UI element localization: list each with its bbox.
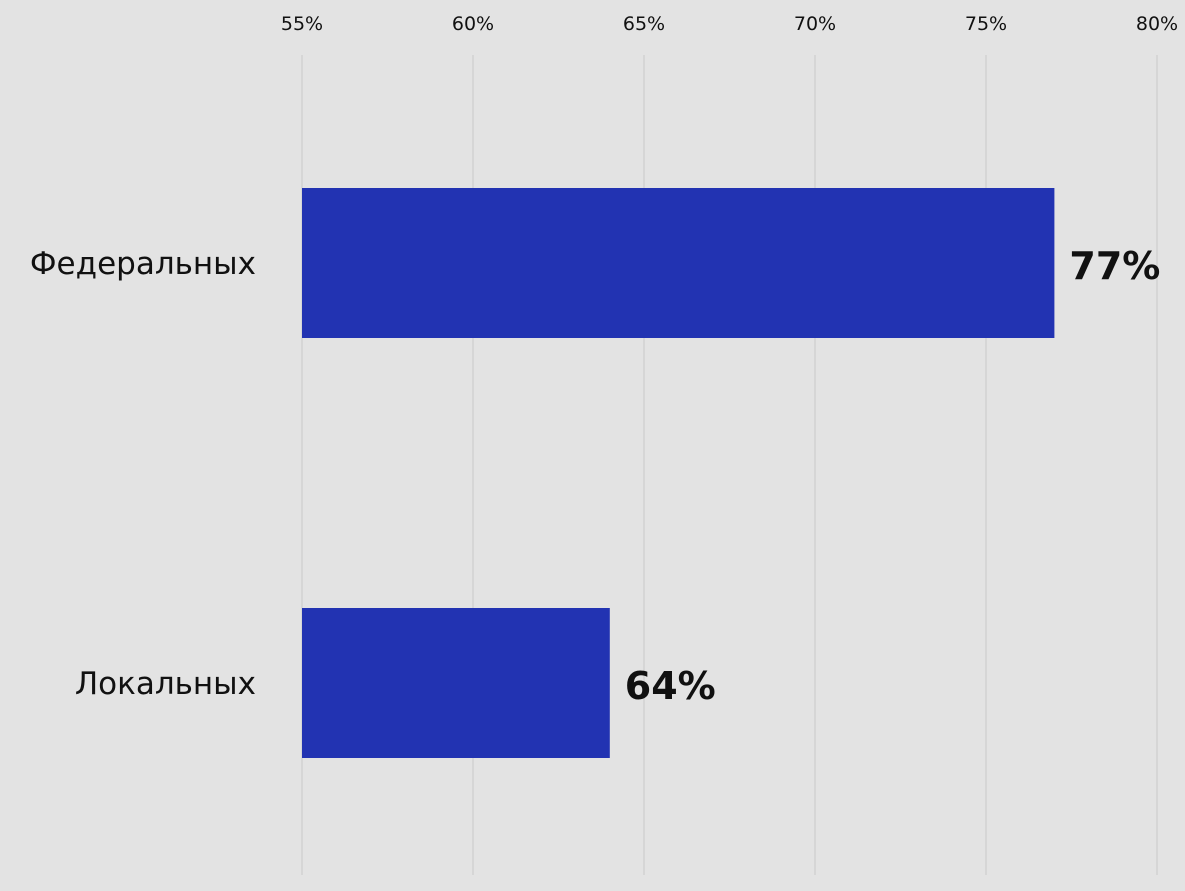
- x-tick-label-55: 55%: [281, 13, 323, 35]
- x-axis-ticks: 55% 60% 65% 70% 75% 80%: [281, 13, 1178, 35]
- bars: [302, 188, 1055, 758]
- x-tick-label-70: 70%: [794, 13, 836, 35]
- data-labels: 77% 64%: [625, 244, 1161, 708]
- category-label-2: Локальных: [75, 666, 256, 702]
- x-tick-label-65: 65%: [623, 13, 665, 35]
- x-tick-label-80: 80%: [1136, 13, 1178, 35]
- x-tick-label-60: 60%: [452, 13, 494, 35]
- category-label-1: Федеральных: [30, 246, 256, 282]
- x-tick-label-75: 75%: [965, 13, 1007, 35]
- category-labels: Федеральных Локальных: [30, 246, 256, 702]
- bar-1: [302, 188, 1055, 338]
- data-label-1: 77%: [1069, 244, 1160, 288]
- data-label-2: 64%: [625, 664, 716, 708]
- bar-2: [302, 608, 610, 758]
